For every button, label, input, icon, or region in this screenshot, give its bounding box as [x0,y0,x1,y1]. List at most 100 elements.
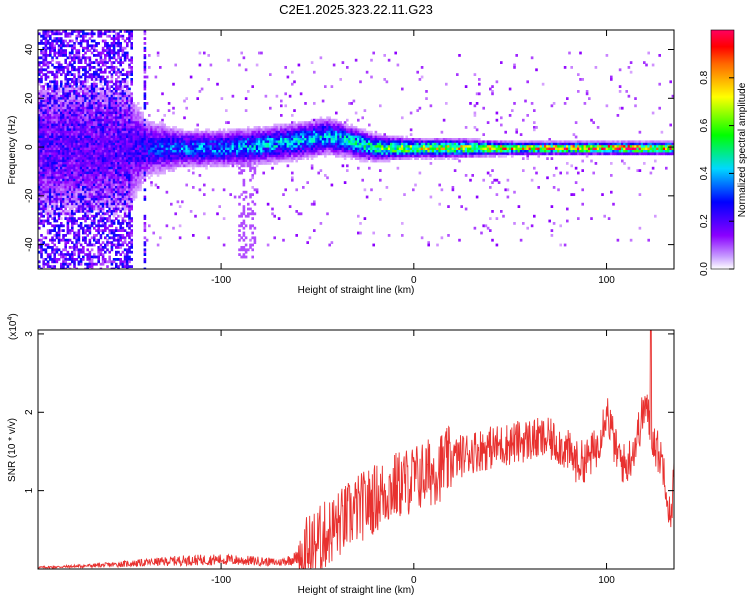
heatmap-cell [233,157,237,160]
heatmap-cell [38,205,41,208]
heatmap-cell [68,159,72,163]
heatmap-cell [209,142,213,146]
heatmap-cell [163,150,166,153]
heatmap-cell [200,130,204,134]
heatmap-cell [130,37,133,40]
heatmap-cell [99,133,103,136]
heatmap-cell [128,92,131,96]
heatmap-cell [253,157,257,160]
heatmap-cell [145,118,149,122]
heatmap-cell [73,106,76,110]
heatmap-cell [253,135,257,139]
heatmap-cell [119,234,122,237]
heatmap-cell [132,138,136,141]
heatmap-cell [44,135,48,139]
heatmap-cell [165,142,169,146]
heatmap-cell [40,78,43,81]
heatmap-cell [108,80,111,84]
heatmap-cell [93,111,96,115]
heatmap-cell [220,138,224,141]
heatmap-cell [137,152,140,156]
heatmap-cell [119,159,122,163]
heatmap-cell [255,145,259,148]
heatmap-cell [101,157,105,160]
heatmap-cell [115,44,118,48]
heatmap-cell [53,150,56,153]
heatmap-cell [93,176,96,180]
heatmap-cell [86,164,89,168]
heatmap-cell [207,128,210,132]
heatmap-cell [55,186,59,189]
heatmap-cell [66,68,70,72]
heatmap-cell [260,157,263,160]
heatmap-cell [64,195,67,199]
heatmap-cell [156,123,160,127]
heatmap-cell [51,102,54,105]
heatmap-cell [95,70,98,74]
heatmap-cell [66,183,70,187]
heatmap-cell [115,121,118,124]
heatmap-cell [84,164,87,168]
heatmap-cell [119,164,122,168]
heatmap-cell [128,176,131,180]
heatmap-cell [170,157,173,160]
heatmap-cell [82,85,85,88]
heatmap-cell [288,147,292,151]
heatmap-cell [46,121,50,124]
heatmap-cell [71,85,74,88]
heatmap-cell [82,246,85,249]
heatmap-cell [183,164,186,168]
heatmap-cell [172,150,175,153]
heatmap-cell [123,171,127,175]
heatmap-cell [222,135,226,139]
heatmap-cell [134,121,138,124]
heatmap-cell [216,147,219,151]
heatmap-cell [209,157,213,160]
heatmap-cell [68,214,72,218]
heatmap-cell [57,224,61,228]
heatmap-cell [156,54,160,57]
heatmap-cell [101,205,105,208]
heatmap-cell [156,140,160,144]
heatmap-cell [108,142,111,146]
heatmap-cell [143,162,147,165]
heatmap-cell [152,133,155,136]
heatmap-cell [130,126,133,129]
heatmap-cell [163,164,166,168]
heatmap-cell [62,234,65,237]
heatmap-cell [231,159,235,163]
heatmap-cell [137,178,140,182]
heatmap-cell [251,157,254,160]
heatmap-cell [90,147,94,151]
heatmap-cell [244,154,248,158]
heatmap-cell [189,162,193,165]
heatmap-cell [126,260,129,264]
heatmap-cell [38,114,41,117]
heatmap-cell [152,169,155,172]
heatmap-cell [139,130,142,134]
heatmap-cell [227,145,230,148]
heatmap-cell [172,164,175,168]
heatmap-cell [154,145,158,148]
heatmap-cell [57,133,61,136]
heatmap-cell [143,145,147,148]
heatmap-cell [161,130,164,134]
heatmap-cell [88,133,92,136]
heatmap-cell [86,87,89,91]
heatmap-cell [53,118,56,122]
heatmap-cell [240,214,243,218]
heatmap-cell [172,162,175,165]
heatmap-cell [126,111,129,115]
heatmap-cell [216,135,219,139]
heatmap-cell [57,118,61,122]
heatmap-cell [99,152,103,156]
heatmap-cell [82,174,85,177]
heatmap-cell [253,236,257,240]
heatmap-cell [60,154,63,158]
heatmap-cell [42,90,45,93]
heatmap-cell [145,164,149,168]
heatmap-cell [117,111,120,115]
heatmap-cell [119,262,122,266]
heatmap-cell [128,226,131,230]
heatmap-cell [79,150,83,153]
